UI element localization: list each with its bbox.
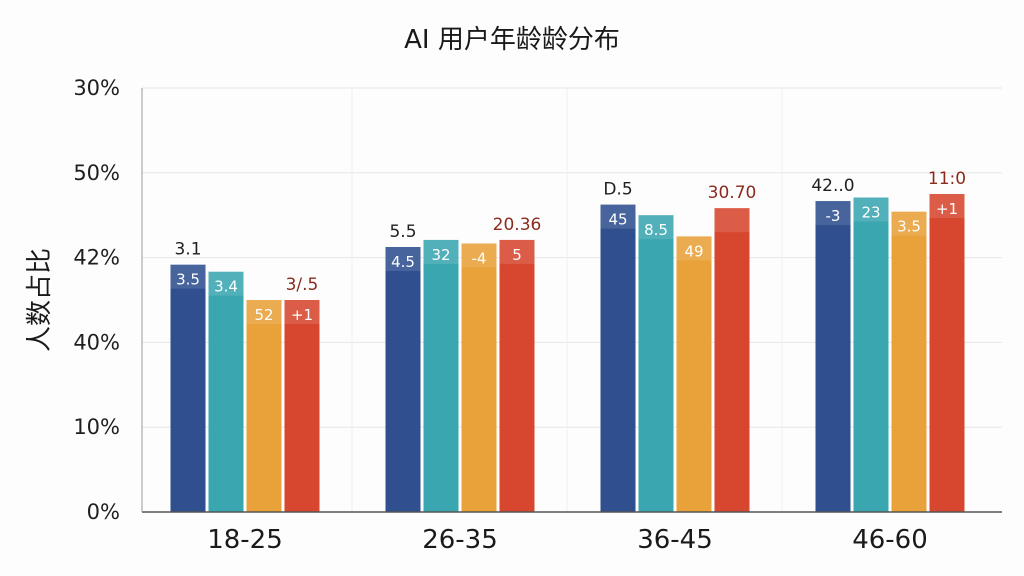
y-tick-label: 42%	[73, 246, 120, 270]
x-tick-label: 46-60	[852, 525, 928, 555]
bar-inner-label: 3.5	[176, 271, 200, 289]
bar	[170, 264, 206, 512]
bar-inner-label: 5	[512, 246, 522, 264]
bar-highlight	[423, 239, 459, 264]
y-tick-label: 30%	[73, 76, 120, 100]
bar-inner-label: 52	[254, 306, 273, 324]
x-tick-label: 26-35	[422, 525, 498, 555]
bar-highlight	[815, 201, 851, 226]
bar-highlight	[714, 208, 750, 233]
y-tick-label: 10%	[73, 415, 120, 439]
y-tick-label: 40%	[73, 330, 120, 354]
bar-highlight	[208, 271, 244, 296]
bar-inner-label: 23	[861, 204, 880, 222]
bar-top-label: 42..0	[811, 176, 854, 196]
data-labels: 3.5 3.1 3.4 52 +1 3/.5 4.5 5.5 32 -4 5 20.36 45 D.5 8.…	[174, 169, 966, 324]
bar-inner-label: 49	[684, 242, 703, 260]
bar-inner-label: -4	[472, 249, 487, 267]
bar	[246, 300, 282, 512]
bar	[600, 204, 636, 512]
bar	[891, 211, 927, 512]
x-tick-label: 18-25	[207, 525, 283, 555]
bar	[423, 239, 459, 512]
bar	[815, 201, 851, 513]
bar-inner-label: 4.5	[391, 253, 415, 271]
y-tick-label: 0%	[87, 500, 120, 524]
bar	[284, 300, 320, 512]
bar-inner-label: 8.5	[644, 221, 668, 239]
bar-inner-label: 3.5	[897, 218, 921, 236]
bar-highlight	[600, 204, 636, 229]
bar-highlight	[385, 247, 421, 271]
bar-highlight	[246, 300, 282, 324]
x-axis-ticks: 18-25 26-35 36-45 46-60	[207, 525, 928, 555]
bar-inner-label: 32	[431, 246, 450, 264]
bar-top-label: 3/.5	[286, 275, 319, 295]
bar-inner-label: +1	[936, 200, 958, 218]
bar-highlight	[891, 211, 927, 236]
bar-top-label: D.5	[603, 180, 632, 200]
bar-highlight	[499, 239, 535, 264]
bar-highlight	[170, 264, 206, 289]
bar-highlight	[853, 197, 889, 222]
bars	[170, 194, 965, 513]
bar	[676, 236, 712, 512]
bar-highlight	[461, 243, 497, 268]
bar	[638, 215, 674, 512]
bar-inner-label: +1	[291, 306, 313, 324]
bar-top-label: 11:0	[928, 169, 966, 189]
bar-top-label: 5.5	[389, 222, 416, 242]
bar	[499, 239, 535, 512]
bar	[208, 271, 244, 512]
bar-highlight	[284, 300, 320, 324]
bar	[461, 243, 497, 512]
bar	[929, 194, 965, 512]
bar-inner-label: 45	[608, 211, 627, 229]
y-axis-label: 人数占比	[25, 248, 55, 352]
bar-highlight	[929, 194, 965, 218]
bar-highlight	[638, 215, 674, 240]
bar-top-label: 30.70	[708, 183, 757, 203]
bar-top-label: 3.1	[174, 240, 201, 260]
bar	[385, 247, 421, 512]
y-axis-ticks: 0% 10% 40% 42% 50% 30%	[73, 76, 120, 524]
y-tick-label: 50%	[73, 161, 120, 185]
bar-inner-label: 3.4	[214, 278, 238, 296]
bar-inner-label: -3	[826, 207, 841, 225]
bar-top-label: 20.36	[493, 215, 542, 235]
bar	[714, 208, 750, 512]
bar	[853, 197, 889, 513]
x-tick-label: 36-45	[637, 525, 713, 555]
bar-highlight	[676, 236, 712, 261]
chart-title: AI 用户年龄龄分布	[404, 25, 620, 55]
